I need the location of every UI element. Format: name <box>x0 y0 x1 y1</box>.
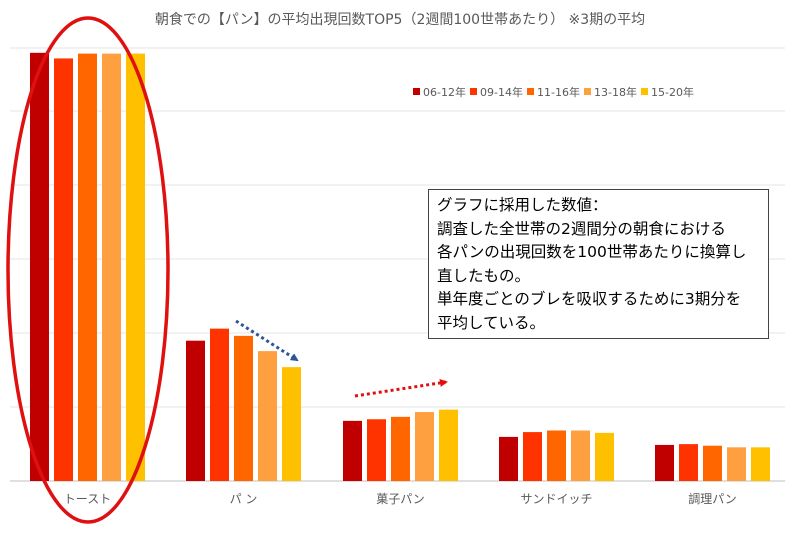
bar <box>727 447 746 481</box>
bar <box>655 444 674 481</box>
x-tick-label: サンドイッチ <box>520 492 592 506</box>
note-line: 平均している。 <box>437 313 546 332</box>
note-line: 単年度ごとのブレを吸収するために3期分を <box>437 290 742 308</box>
legend-swatch <box>584 88 591 95</box>
note-box: グラフに採用した数値： 調査した全世帯の2週間分の朝食における 各パンの出現回数… <box>428 189 769 339</box>
bar <box>547 430 566 481</box>
trend-arrow-down <box>235 319 299 362</box>
legend-label: 11-16年 <box>537 85 580 99</box>
note-line: 調査した全世帯の2週間分の朝食における <box>437 219 726 238</box>
bar <box>679 444 698 481</box>
bar <box>523 432 542 481</box>
note-line: 各パンの出現回数を100世帯あたりに換算し <box>437 243 747 261</box>
x-tick-label: 調理パン <box>688 492 737 506</box>
bar <box>439 409 458 481</box>
bar <box>367 419 386 481</box>
bar <box>30 52 49 482</box>
legend-swatch <box>470 88 477 95</box>
x-axis-labels: トースト パ ン 菓子パン サンドイッチ 調理パン <box>64 492 737 506</box>
bar <box>499 436 518 481</box>
legend-swatch <box>413 88 420 95</box>
bar <box>595 432 614 481</box>
bar <box>234 335 253 481</box>
bar <box>703 445 722 481</box>
bar <box>54 58 73 481</box>
legend: 06-12年 09-14年 11-16年 13-18年 15-20年 <box>413 85 694 99</box>
bar <box>258 351 277 481</box>
bars <box>30 52 770 482</box>
x-tick-label: トースト <box>64 492 111 506</box>
bar <box>343 420 362 481</box>
bar <box>78 53 97 481</box>
x-tick-label: 菓子パン <box>376 492 425 506</box>
bar <box>415 412 434 481</box>
highlight-ellipse <box>6 16 170 524</box>
legend-label: 15-20年 <box>651 85 694 99</box>
bar <box>571 430 590 481</box>
legend-label: 13-18年 <box>594 85 637 99</box>
bar <box>282 367 301 481</box>
trend-arrow-up <box>354 378 448 398</box>
bar <box>186 340 205 481</box>
bar <box>210 328 229 481</box>
legend-label: 09-14年 <box>480 85 523 99</box>
bar <box>751 447 770 481</box>
bar <box>391 416 410 481</box>
x-tick-label: パ ン <box>230 492 258 506</box>
note-line: 直したもの。 <box>437 266 531 285</box>
bar <box>102 53 121 481</box>
note-line: グラフに採用した数値： <box>437 196 608 214</box>
bar <box>126 53 145 481</box>
legend-swatch <box>641 88 648 95</box>
legend-label: 06-12年 <box>423 85 466 99</box>
legend-swatch <box>527 88 534 95</box>
chart-title: 朝食での【パン】の平均出現回数TOP5（2週間100世帯あたり） ※3期の平均 <box>155 11 645 28</box>
